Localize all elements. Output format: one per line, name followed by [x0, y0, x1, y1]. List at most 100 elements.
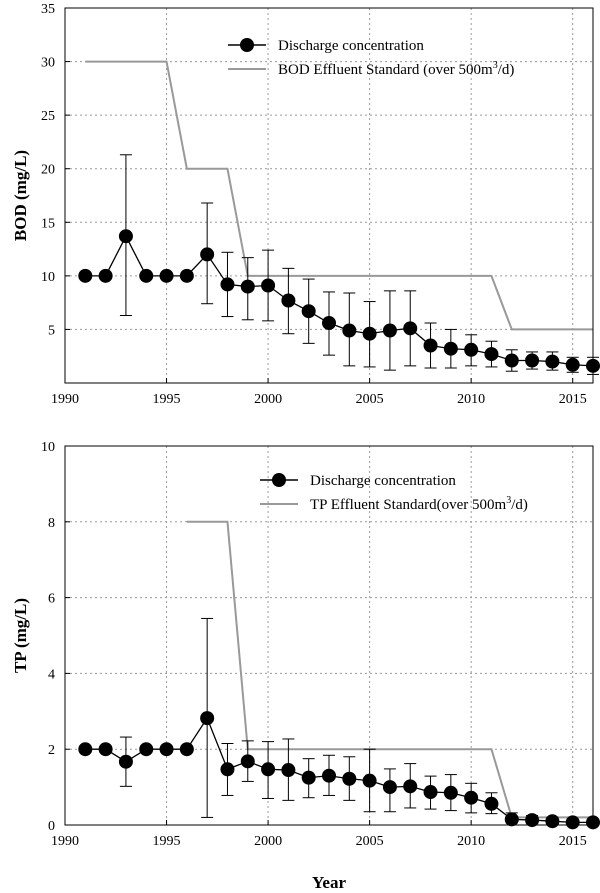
tp-data-point: [301, 770, 316, 785]
legend-standard-label-main: TP Effluent Standard(over 500m: [310, 497, 507, 513]
bod-standard-line: [85, 60, 593, 331]
bod-data-point: [159, 268, 174, 283]
bod-data-point: [525, 353, 540, 368]
tp-discharge-points: [78, 711, 600, 830]
tp-data-point: [362, 773, 377, 788]
tp-y-tick-label: 6: [48, 592, 55, 607]
tp-x-axis-ticks: 1990 1995 2000 2005 2010 2015: [51, 820, 587, 849]
bod-data-point: [220, 277, 235, 292]
bod-y-tick-label: 25: [41, 109, 55, 124]
legend-discharge-label: Discharge concentration: [310, 473, 456, 489]
tp-data-point: [281, 763, 296, 778]
tp-x-tick-label: 2015: [559, 834, 587, 849]
bod-y-axis-title: BOD (mg/L): [11, 150, 30, 241]
bod-x-axis-ticks: 1990 1995 2000 2005 2010 2015: [51, 378, 587, 407]
bod-data-point: [504, 353, 519, 368]
tp-data-point: [159, 742, 174, 757]
bod-x-tick-label: 1995: [153, 392, 181, 407]
tp-data-point: [179, 742, 194, 757]
tp-data-point: [525, 813, 540, 828]
tp-discharge-polyline: [85, 716, 593, 823]
tp-plot-frame: [64, 445, 594, 826]
bod-data-point: [423, 338, 438, 353]
bod-x-tick-label: 2000: [254, 392, 282, 407]
tp-x-tick-label: 1990: [51, 834, 79, 849]
tp-data-point: [139, 742, 154, 757]
tp-x-tick-label: 2000: [254, 834, 282, 849]
tp-data-point: [484, 796, 499, 811]
tp-chart-panel: 1990 1995 2000 2005 2010 2015 0 2 4 6 8 10 TP (mg/…: [11, 440, 600, 892]
bod-data-point: [78, 268, 93, 283]
tp-y-tick-label: 4: [48, 667, 55, 682]
tp-data-point: [443, 785, 458, 800]
legend-standard-label-sup: 3: [493, 60, 498, 71]
bod-y-tick-label: 5: [48, 323, 55, 338]
tp-y-axis-ticks: 0 2 4 6 8 10: [41, 440, 70, 834]
tp-data-point: [200, 711, 215, 726]
bod-data-point: [464, 342, 479, 357]
tp-x-tick-label: 2005: [356, 834, 384, 849]
bod-discharge-polyline: [85, 234, 594, 367]
bod-standard-series: [85, 60, 593, 331]
bod-data-point: [342, 323, 357, 338]
legend-standard-label-unit: /d): [498, 62, 515, 78]
bod-data-point: [545, 354, 560, 369]
tp-x-tick-label: 1995: [153, 834, 181, 849]
tp-data-point: [240, 754, 255, 769]
tp-data-point: [322, 768, 336, 783]
tp-y-tick-label: 0: [48, 819, 55, 834]
tp-data-point: [464, 790, 479, 805]
tp-errorbars: [119, 617, 599, 825]
bod-data-point: [403, 321, 418, 336]
legend-standard-label: TP Effluent Standard(over 500m3/d): [310, 495, 528, 513]
bod-data-point: [443, 341, 458, 356]
bod-data-point: [322, 316, 336, 330]
bod-data-point: [200, 247, 215, 262]
bod-x-tick-label: 1990: [51, 392, 79, 407]
tp-data-point: [118, 754, 133, 769]
legend-standard-label-sup: 3: [506, 495, 511, 506]
bod-y-tick-label: 35: [41, 2, 55, 17]
tp-data-point: [220, 762, 235, 777]
bod-data-point: [484, 347, 499, 362]
bod-data-point: [301, 304, 316, 319]
tp-discharge-line: [85, 716, 593, 823]
tp-y-tick-label: 10: [41, 440, 55, 455]
tp-y-tick-label: 2: [48, 743, 55, 758]
bod-discharge-points: [78, 229, 600, 373]
bod-y-tick-label: 30: [41, 56, 55, 71]
bod-data-point: [362, 326, 377, 341]
bod-discharge-line: [85, 234, 594, 367]
bod-data-point: [179, 268, 194, 283]
bod-data-point: [281, 293, 296, 308]
tp-data-point: [504, 812, 519, 827]
bod-data-point: [98, 268, 113, 283]
tp-y-tick-label: 8: [48, 516, 55, 531]
tp-data-point: [98, 742, 113, 757]
bod-x-tick-label: 2010: [457, 392, 485, 407]
legend-standard-label-unit: /d): [511, 497, 528, 513]
legend-discharge-marker: [272, 473, 286, 487]
bod-grid: [65, 8, 593, 383]
tp-data-point: [382, 780, 397, 795]
bod-chart-panel: 1990 1995 2000 2005 2010 2015 5 10 15 20 25 30 35 B…: [11, 2, 600, 407]
tp-data-point: [403, 779, 418, 794]
tp-legend: Discharge concentration TP Effluent Stan…: [260, 473, 528, 513]
bod-data-point: [118, 229, 133, 244]
bod-x-tick-label: 2015: [559, 392, 587, 407]
tp-data-point: [261, 762, 276, 777]
legend-discharge-label: Discharge concentration: [278, 38, 424, 54]
legend-standard-label-main: BOD Effluent Standard (over 500m: [278, 62, 493, 78]
legend-discharge-marker: [240, 38, 254, 52]
tp-x-tick-label: 2010: [457, 834, 485, 849]
bod-data-point: [240, 279, 255, 294]
bod-data-point: [382, 323, 397, 338]
bod-y-axis-ticks: 5 10 15 20 25 30 35: [41, 2, 70, 338]
legend-standard-label: BOD Effluent Standard (over 500m3/d): [278, 60, 514, 78]
bod-data-point: [139, 268, 154, 283]
bod-y-tick-label: 15: [41, 216, 55, 231]
bod-legend: Discharge concentration BOD Effluent Sta…: [228, 38, 514, 78]
bod-y-tick-label: 20: [41, 163, 55, 178]
tp-data-point: [545, 814, 560, 829]
